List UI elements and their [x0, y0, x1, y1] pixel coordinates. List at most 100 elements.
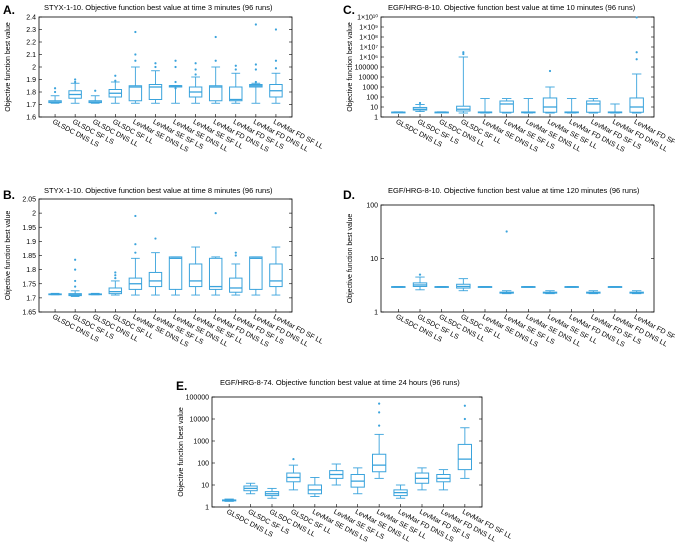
- y-axis-label: Objective function best value: [347, 22, 354, 112]
- outlier-point: [53, 90, 57, 94]
- outlier-point: [154, 65, 157, 69]
- chart-panel-b: B. STYX-1-10. Objective function best val…: [3, 186, 324, 349]
- outlier-point: [134, 53, 137, 56]
- y-tick-label: 1.95: [22, 225, 36, 232]
- outlier-point: [378, 402, 381, 405]
- outlier-point: [214, 212, 217, 215]
- box-11: [436, 469, 451, 491]
- box-iqr: [208, 85, 223, 102]
- box-6: [148, 62, 163, 104]
- box-iqr: [148, 271, 163, 288]
- outlier-point: [134, 59, 137, 62]
- outlier-point: [234, 251, 237, 254]
- y-axis-label: Objective function best value: [178, 407, 185, 497]
- box-10: [586, 290, 601, 295]
- y-tick-label: 1: [205, 505, 209, 512]
- outlier-point: [254, 80, 257, 84]
- outlier-point: [154, 237, 157, 240]
- box-11: [249, 23, 263, 104]
- outlier-point: [94, 89, 97, 92]
- box-4: [456, 278, 471, 292]
- box-3: [88, 292, 102, 296]
- y-tick-label: 10000: [359, 75, 379, 82]
- y-tick-label: 2: [32, 211, 36, 218]
- y-tick-label: 1×10⁸: [359, 35, 378, 42]
- box-iqr: [188, 263, 203, 288]
- y-tick-label: 1.6: [26, 115, 36, 122]
- panel-label: B.: [3, 188, 15, 202]
- box-3: [434, 111, 449, 114]
- box-4: [456, 51, 471, 114]
- chart-title: EGF/HRG-8-10. Objective function best va…: [388, 186, 640, 195]
- box-6: [148, 237, 163, 296]
- outlier-point: [53, 87, 57, 90]
- outlier-point: [154, 62, 157, 65]
- outlier-point: [274, 59, 278, 62]
- box-11: [249, 256, 263, 296]
- chart-panel-e: E. EGF/HRG-8-74. Objective function best …: [176, 378, 513, 544]
- outlier-point: [134, 214, 137, 218]
- box-12: [269, 28, 283, 104]
- outlier-point: [292, 458, 295, 461]
- outlier-point: [635, 16, 638, 19]
- outlier-point: [74, 285, 77, 288]
- box-3: [88, 89, 102, 104]
- outlier-point: [234, 64, 237, 67]
- box-7: [350, 467, 365, 495]
- y-tick-label: 1×10¹⁰: [357, 14, 378, 22]
- box-1: [391, 111, 406, 114]
- y-axis-label: Objective function best value: [347, 214, 354, 304]
- panel-label: E.: [176, 379, 187, 393]
- y-tick-label: 2.3: [26, 27, 36, 34]
- outlier-point: [463, 417, 466, 421]
- box-iqr: [108, 287, 123, 295]
- box-10: [229, 251, 243, 296]
- panel-label: C.: [343, 3, 355, 17]
- outlier-point: [462, 51, 465, 54]
- plot-frame: [380, 204, 655, 313]
- outlier-point: [378, 424, 381, 427]
- y-tick-label: 1.85: [22, 253, 36, 260]
- box-1: [222, 498, 237, 502]
- box-iqr: [269, 263, 283, 288]
- box-5: [477, 98, 493, 114]
- outlier-point: [134, 243, 137, 246]
- y-axis-label: Objective function best value: [5, 22, 12, 112]
- outlier-point: [74, 258, 77, 261]
- box-iqr: [586, 100, 601, 113]
- box-1: [391, 286, 406, 288]
- y-tick-label: 1×10⁹: [359, 25, 378, 32]
- box-8: [372, 402, 387, 479]
- outlier-point: [74, 279, 77, 283]
- box-7: [168, 256, 183, 296]
- outlier-point: [114, 74, 117, 77]
- box-2: [412, 101, 428, 113]
- outlier-point: [462, 52, 465, 56]
- y-tick-label: 1000: [193, 439, 209, 446]
- y-tick-label: 2: [32, 65, 36, 72]
- y-tick-label: 100: [366, 95, 378, 102]
- y-tick-label: 1×10⁶: [359, 55, 378, 62]
- box-8: [188, 246, 203, 296]
- box-10: [414, 467, 430, 491]
- outlier-point: [174, 87, 177, 90]
- plot-frame: [211, 396, 483, 508]
- outlier-point: [194, 73, 197, 76]
- y-tick-label: 2.05: [22, 197, 36, 204]
- box-iqr: [128, 85, 143, 102]
- box-3: [264, 487, 280, 499]
- y-tick-label: 1.8: [26, 90, 36, 97]
- y-tick-label: 1000: [362, 85, 378, 92]
- box-iqr: [148, 84, 163, 100]
- box-10: [586, 98, 601, 114]
- y-tick-label: 100000: [355, 65, 378, 72]
- box-6: [499, 230, 514, 295]
- box-iqr: [629, 97, 644, 113]
- box-9: [393, 484, 408, 499]
- y-tick-label: 1: [374, 310, 378, 317]
- panel-label: D.: [343, 188, 355, 202]
- panel-label: A.: [3, 3, 15, 17]
- box-8: [542, 290, 558, 295]
- outlier-point: [254, 68, 257, 71]
